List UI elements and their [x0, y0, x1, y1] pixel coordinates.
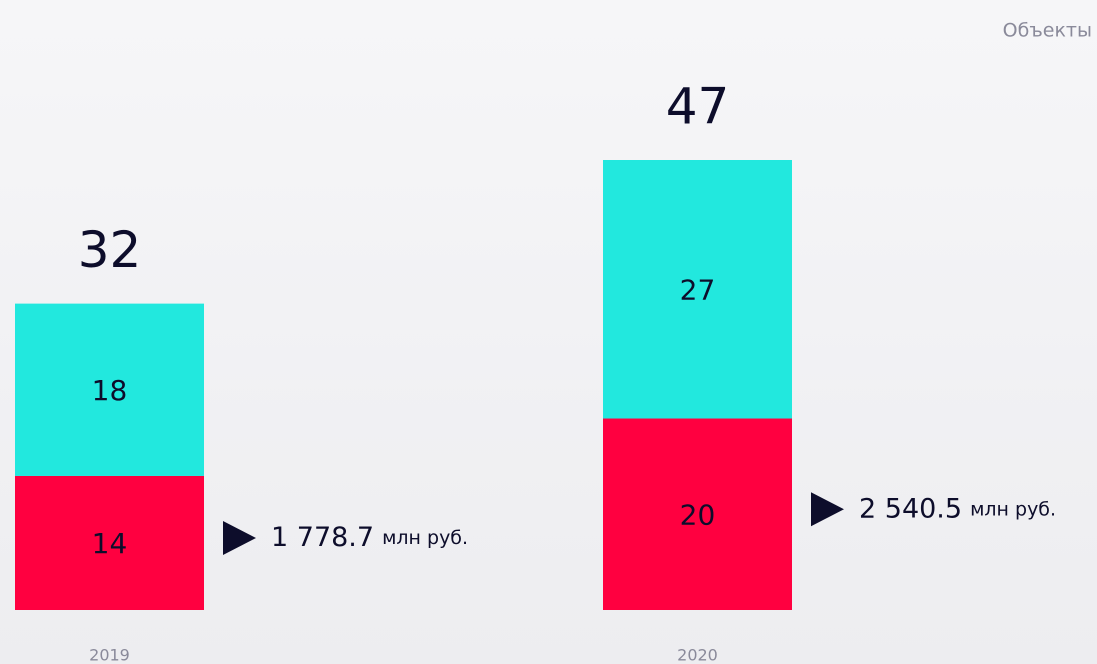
total-label: 32	[78, 221, 142, 279]
arrow-icon	[811, 492, 844, 527]
annotation: 2 540.5 млн руб.	[859, 493, 1056, 524]
segment-label: 20	[680, 498, 716, 531]
bar-segment	[15, 303, 204, 476]
total-label: 47	[666, 78, 730, 136]
x-tick-label: 2020	[677, 646, 718, 664]
annotation: 1 778.7 млн руб.	[271, 521, 468, 552]
y-axis-label: Объекты	[1003, 20, 1092, 42]
annotation-value: 2 540.5	[859, 493, 962, 524]
bar-segment	[603, 160, 792, 419]
bar-segment	[15, 475, 204, 610]
x-tick-label: 2019	[89, 646, 130, 664]
arrow-icon	[223, 520, 256, 555]
segment-label: 14	[92, 527, 128, 560]
annotation-unit: млн руб.	[970, 498, 1056, 520]
annotation-unit: млн руб.	[382, 526, 468, 548]
annotation-value: 1 778.7	[271, 521, 374, 552]
segment-label: 18	[92, 374, 128, 407]
bar-segment	[603, 418, 792, 610]
segment-label: 27	[680, 273, 716, 306]
